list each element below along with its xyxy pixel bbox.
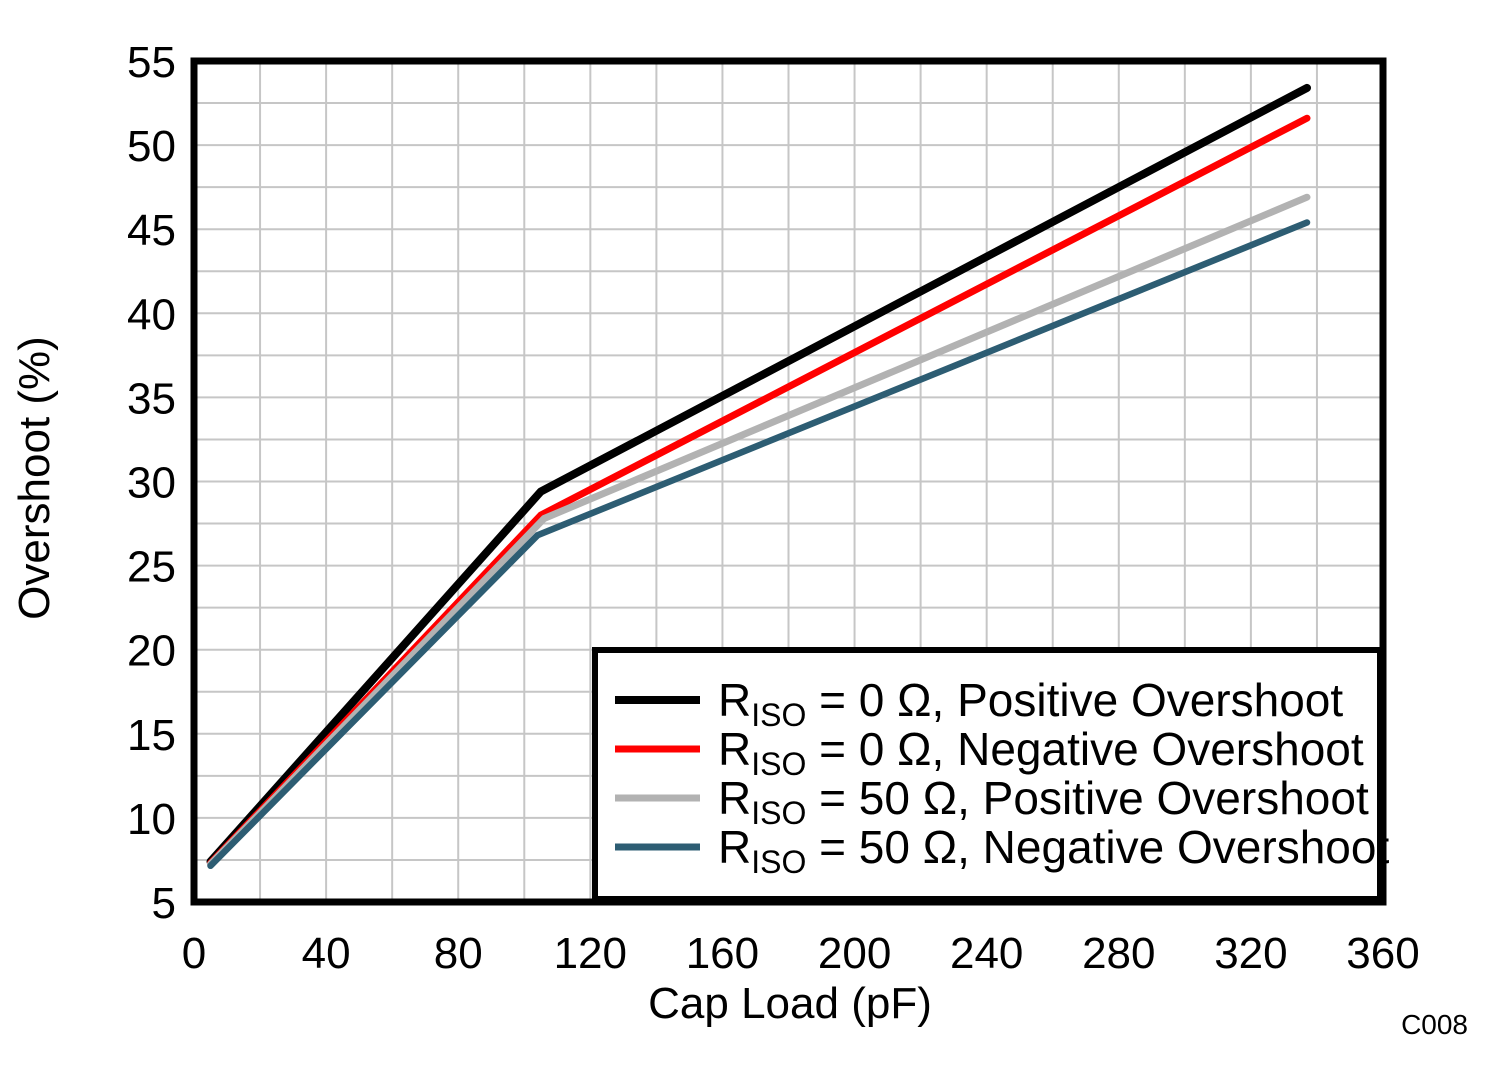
y-tick-label: 45 [127, 206, 176, 255]
series-line-0 [206, 83, 1311, 866]
legend-label-subscript: ISO [751, 746, 806, 782]
legend-label-main: R [718, 821, 751, 873]
legend-label-rest: = 50 Ω, Negative Overshoot [806, 821, 1389, 873]
figure-code-label: C008 [1401, 1009, 1468, 1040]
series-lines [206, 83, 1311, 870]
legend-label-3: RISO = 50 Ω, Negative Overshoot [718, 821, 1389, 880]
y-tick-label: 10 [127, 795, 176, 844]
y-tick-label: 50 [127, 122, 176, 171]
legend-label-main: R [718, 674, 751, 726]
x-tick-label: 40 [302, 929, 351, 978]
series-line-3 [207, 219, 1311, 870]
legend-label-1: RISO = 0 Ω, Negative Overshoot [718, 723, 1364, 782]
legend-label-main: R [718, 772, 751, 824]
y-tick-label: 5 [152, 879, 176, 928]
y-axis-title: Overshoot (%) [10, 336, 59, 620]
y-tick-label: 15 [127, 711, 176, 760]
legend-label-subscript: ISO [751, 795, 806, 831]
y-tick-label: 25 [127, 543, 176, 592]
x-tick-label: 360 [1346, 929, 1419, 978]
x-tick-label: 120 [554, 929, 627, 978]
x-tick-label: 160 [686, 929, 759, 978]
legend-label-rest: = 0 Ω, Negative Overshoot [806, 723, 1363, 775]
x-axis-title: Cap Load (pF) [648, 979, 932, 1028]
y-tick-label: 55 [127, 38, 176, 87]
x-tick-label: 240 [950, 929, 1023, 978]
legend-label-subscript: ISO [751, 844, 806, 880]
y-tick-label: 30 [127, 459, 176, 508]
x-tick-label: 0 [182, 929, 206, 978]
x-tick-label: 80 [434, 929, 483, 978]
y-axis-tick-labels: 5 10 15 20 25 30 35 40 45 50 55 [127, 38, 176, 928]
legend-label-rest: = 50 Ω, Positive Overshoot [806, 772, 1369, 824]
y-tick-label: 35 [127, 374, 176, 423]
legend-label-subscript: ISO [751, 697, 806, 733]
x-axis-tick-labels: 0 40 80 120 160 200 240 280 320 360 [182, 929, 1420, 978]
x-tick-label: 200 [818, 929, 891, 978]
legend-label-0: RISO = 0 Ω, Positive Overshoot [718, 674, 1343, 733]
x-tick-label: 320 [1214, 929, 1287, 978]
x-tick-label: 280 [1082, 929, 1155, 978]
y-tick-label: 40 [127, 290, 176, 339]
y-tick-label: 20 [127, 627, 176, 676]
legend-box [592, 647, 1383, 902]
legend-label-main: R [718, 723, 751, 775]
legend-label-rest: = 0 Ω, Positive Overshoot [806, 674, 1343, 726]
legend-label-2: RISO = 50 Ω, Positive Overshoot [718, 772, 1369, 831]
